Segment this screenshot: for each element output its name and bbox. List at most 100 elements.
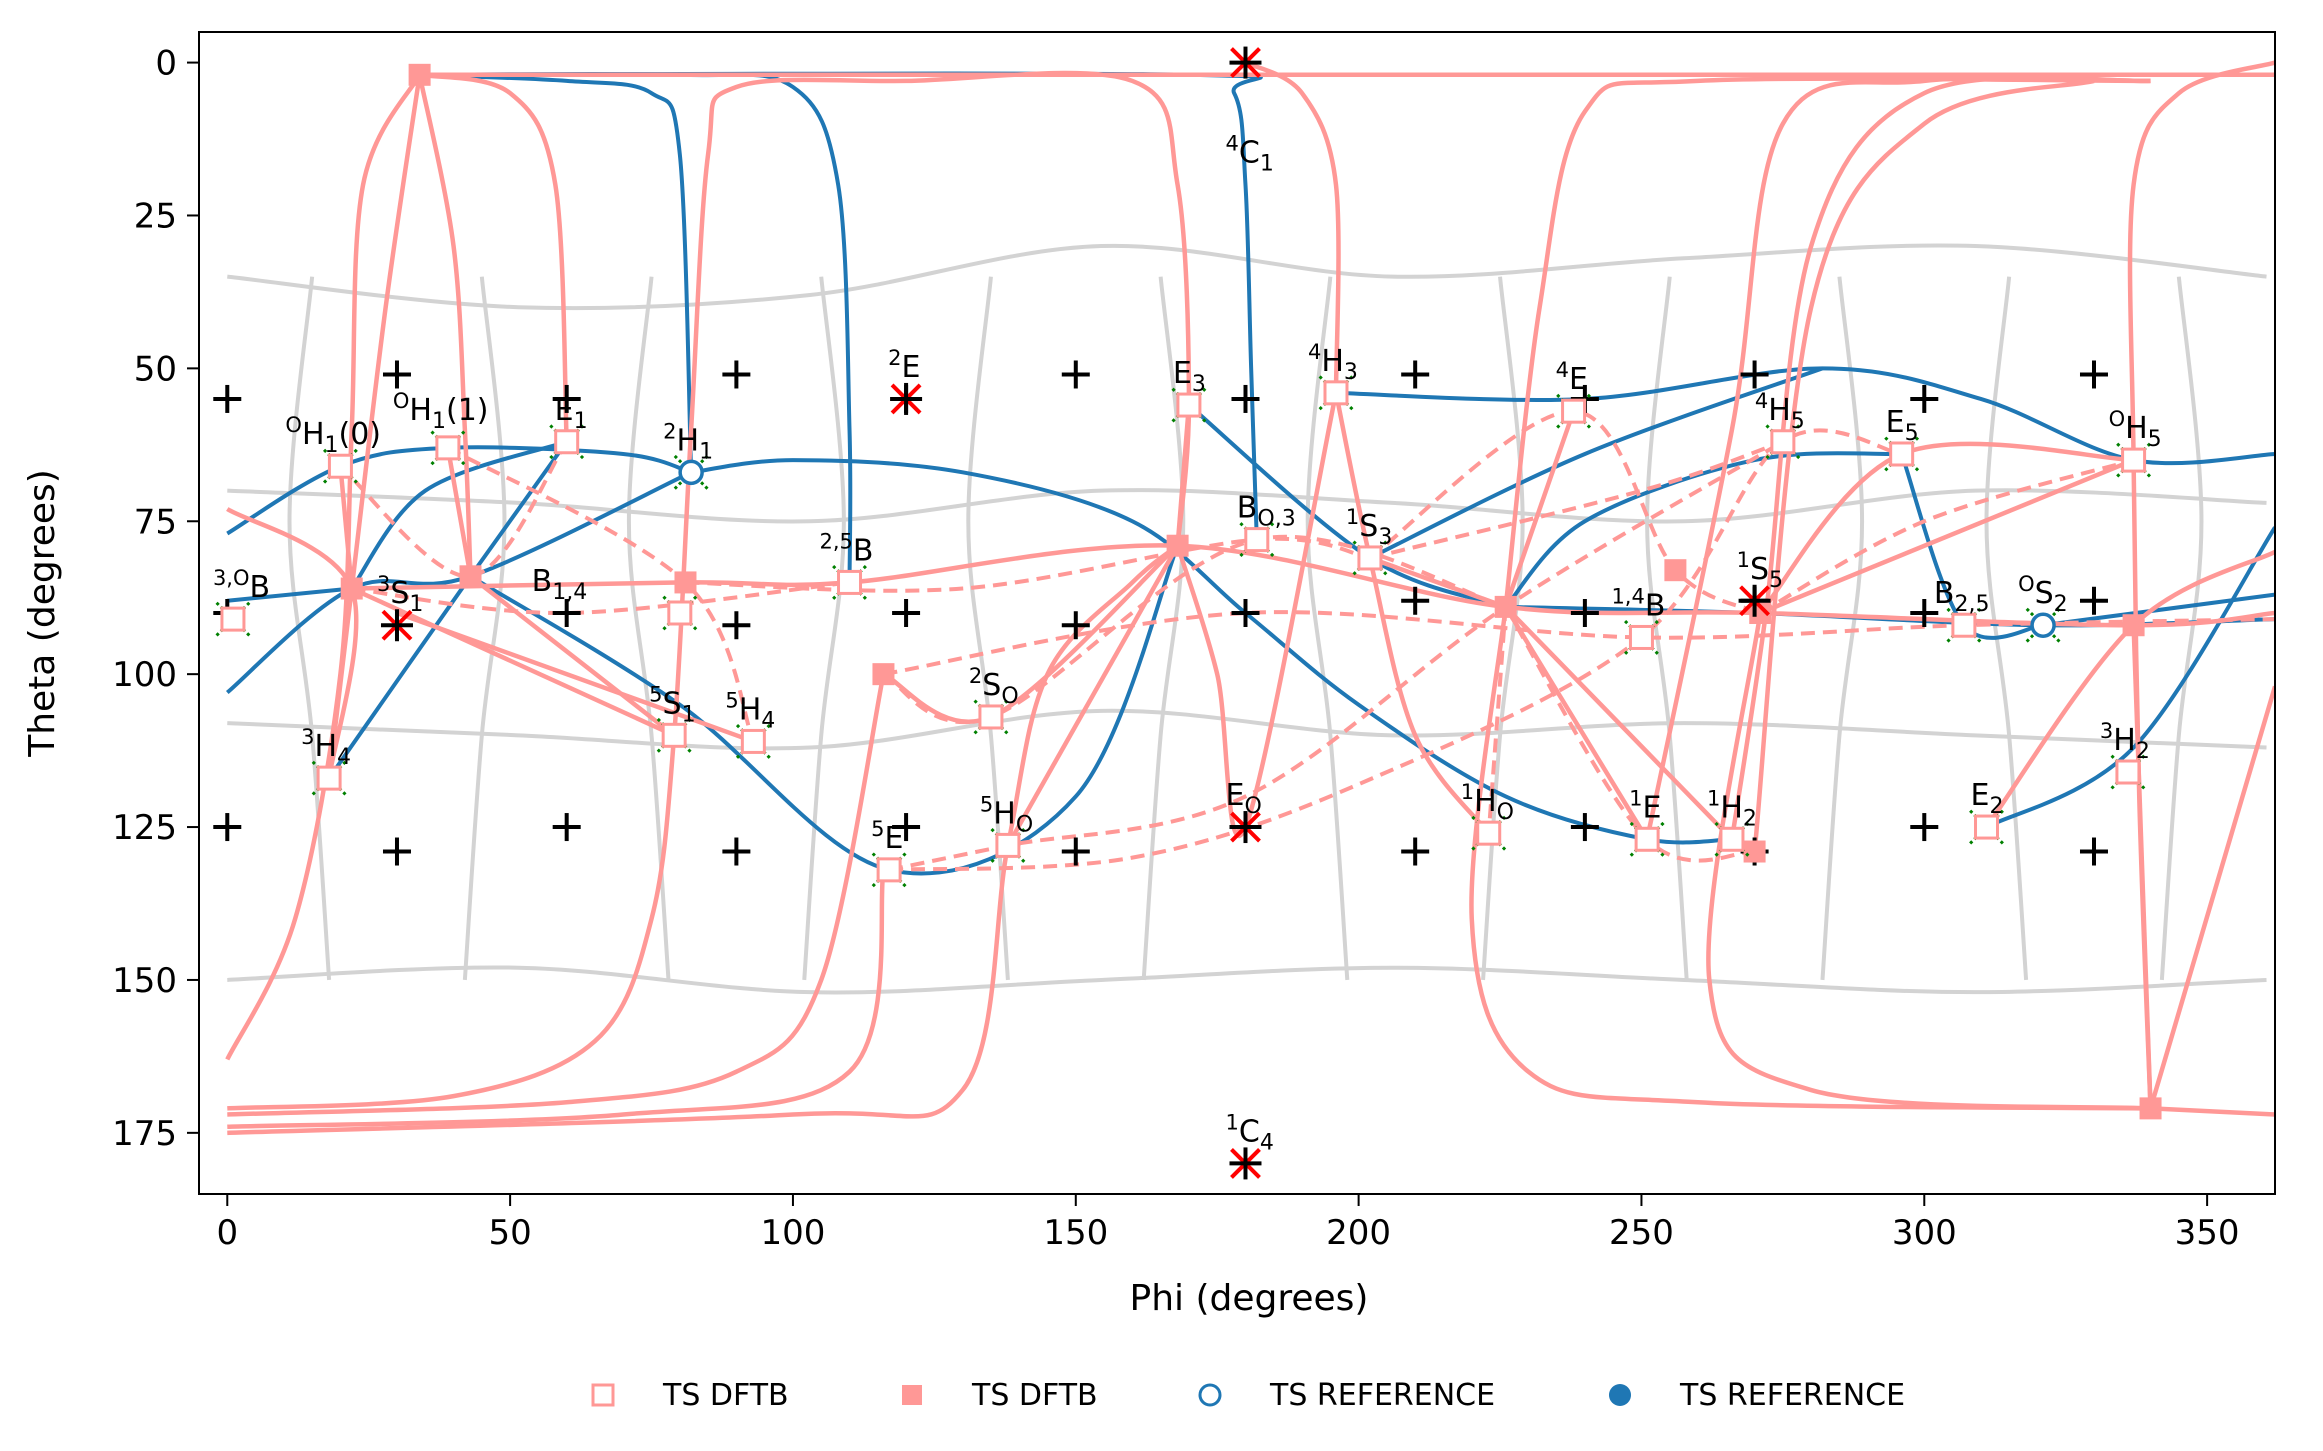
conformer-label: 4H3 — [1308, 340, 1358, 385]
minimum-cross — [552, 384, 581, 413]
x-axis-title: Phi (degrees) — [1130, 1278, 1369, 1319]
minimum-cross — [2079, 360, 2108, 389]
dftb-path — [1504, 605, 1734, 841]
background-mesh-column — [1984, 276, 2029, 981]
conformer-label: EO — [1225, 778, 1261, 819]
conformer-label: 4C1 — [1225, 132, 1273, 177]
y-tick-label: 100 — [112, 655, 177, 695]
dftb-path — [2127, 60, 2275, 1109]
dftb-path — [1469, 606, 2151, 1111]
minimum-cross — [1401, 586, 1430, 615]
dftb-path — [396, 610, 755, 744]
conformer-label: OH1(0) — [285, 413, 381, 458]
conformer-label: B1,4 — [532, 564, 588, 605]
dftb-path — [2150, 1106, 2275, 1117]
ts-dftb-open-marker — [1883, 435, 1920, 473]
minimum-cross — [213, 813, 242, 842]
conformer-label: 5S1 — [649, 682, 695, 727]
ts-dftb-open-marker — [2109, 753, 2146, 791]
background-mesh-row — [227, 708, 2267, 751]
ts-dftb-filled-marker — [459, 565, 482, 588]
ts-dftb-open-marker — [1629, 821, 1666, 858]
ts-dftb-open-marker — [1764, 423, 1801, 460]
dftb-path — [227, 543, 1180, 1136]
minimum-cross — [1061, 837, 1090, 866]
conformer-label: 2,5B — [820, 529, 874, 568]
ts-dftb-open-marker — [1555, 393, 1592, 430]
conformer-label: 1E — [1629, 786, 1661, 825]
x-tick-label: 300 — [1892, 1213, 1957, 1253]
dftb-path — [1175, 404, 1192, 546]
y-tick-label: 75 — [134, 502, 177, 542]
dftb-path — [227, 869, 886, 1129]
x-tick-label: 50 — [488, 1213, 531, 1253]
legend-marker — [1198, 1383, 1222, 1407]
x-axis: 0 50 100 150 200 250 300 350 — [216, 1194, 2240, 1253]
minimum-cross — [892, 813, 921, 842]
background-mesh-column — [1645, 276, 1689, 981]
x-tick-label: 100 — [760, 1213, 825, 1253]
dftb-path-dashed — [1486, 606, 1508, 834]
ts-dftb-filled-marker — [340, 577, 363, 600]
ts-dftb-open-marker — [2115, 442, 2152, 479]
minimum-cross — [382, 360, 411, 389]
legend-label: TS REFERENCE — [1679, 1378, 1905, 1413]
background-mesh-column — [966, 276, 1010, 981]
ts-dftb-open-marker — [972, 698, 1009, 736]
minimum-cross — [1231, 599, 1260, 627]
ts-dftb-filled-marker — [674, 571, 697, 594]
ts-dftb-open-marker — [1968, 808, 2005, 846]
minimum-cross — [722, 611, 751, 640]
ts-dftb-open-marker — [735, 723, 772, 760]
reference-path — [2042, 592, 2275, 628]
dftb-path — [350, 586, 676, 738]
ts-dftb-filled-marker — [1166, 534, 1189, 557]
ts-dftb-open-marker — [1238, 521, 1275, 558]
minimum-cross — [1910, 599, 1939, 627]
dftb-path-dashed — [351, 580, 850, 616]
ts-dftb-open-marker — [1170, 387, 1207, 424]
conformer-label: OH5 — [2109, 407, 2162, 452]
y-axis-title: Theta (degrees) — [22, 469, 63, 758]
background-mesh-row — [227, 488, 2267, 524]
stationary-point-star — [1738, 584, 1771, 617]
conformer-label: 1C4 — [1225, 1110, 1273, 1155]
reference-path — [1369, 366, 1824, 560]
ts-dftb-filled-marker — [1664, 559, 1687, 582]
conformer-label: 1S5 — [1737, 548, 1783, 593]
dftb-path — [1752, 78, 2095, 852]
plot-area — [213, 46, 2275, 1180]
ts-dftb-open-marker — [1713, 821, 1751, 858]
conformer-label: 2H1 — [663, 419, 713, 464]
conformer-label: E5 — [1886, 405, 1919, 446]
dftb-path-dashed — [882, 534, 1507, 725]
ts-dftb-open-marker — [214, 601, 252, 638]
dftb-path-dashed — [685, 536, 1371, 593]
reference-path — [226, 470, 692, 695]
ts-dftb-filled-marker — [1494, 595, 1517, 618]
ts-dftb-filled-marker — [408, 63, 431, 86]
dftb-path-dashed — [1503, 605, 1755, 863]
dftb-path — [1503, 76, 2151, 608]
ts-dftb-open-marker — [1945, 607, 1982, 644]
dftb-path — [417, 74, 473, 577]
minimum-cross — [1570, 599, 1599, 627]
dftb-path-dashed — [339, 440, 569, 579]
conformer-label: 3,OB — [213, 566, 270, 605]
stationary-point-star — [1229, 811, 1262, 844]
stationary-point-star — [1229, 46, 1262, 79]
conformer-labels: 4C1 1C4 2E EO 3S1 2H1 OH1(0) OH1(1) E1 3,OB B1,4 3H… — [213, 132, 2162, 1156]
dftb-paths — [225, 60, 2275, 1136]
ts-dftb-open-marker — [1317, 374, 1355, 411]
conformer-label: BO,3 — [1237, 491, 1296, 532]
background-mesh-column — [2159, 276, 2204, 981]
background-mesh — [227, 243, 2267, 995]
minimum-cross — [2079, 837, 2108, 866]
x-tick-label: 350 — [2175, 1213, 2240, 1253]
conformer-label: 3H2 — [2100, 719, 2150, 764]
conformer-label: 2E — [888, 346, 920, 385]
legend-label: TS DFTB — [971, 1378, 1098, 1413]
conformer-label: 1S3 — [1346, 505, 1392, 550]
ts-dftb-filled-marker — [872, 663, 895, 686]
